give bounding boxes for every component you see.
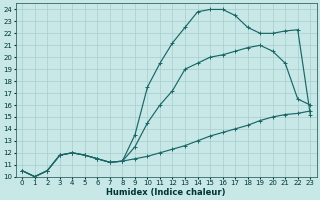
X-axis label: Humidex (Indice chaleur): Humidex (Indice chaleur) [107, 188, 226, 197]
